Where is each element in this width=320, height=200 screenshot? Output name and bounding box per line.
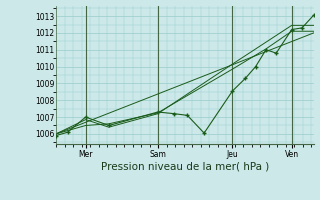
X-axis label: Pression niveau de la mer( hPa ): Pression niveau de la mer( hPa ) — [101, 161, 269, 171]
